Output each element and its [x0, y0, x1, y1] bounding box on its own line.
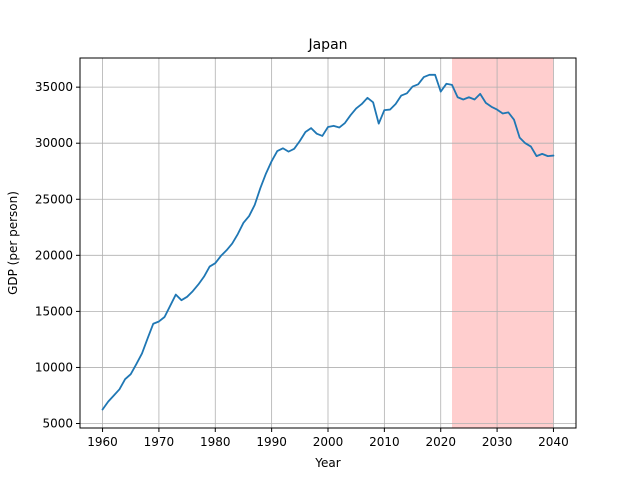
y-tick-label: 35000 [35, 80, 73, 94]
x-tick-label: 1980 [200, 435, 231, 449]
y-axis-label: GDP (per person) [6, 191, 20, 295]
x-tick-label: 2030 [482, 435, 513, 449]
x-tick-label: 2010 [369, 435, 400, 449]
y-tick-label: 20000 [35, 248, 73, 262]
chart-title: Japan [307, 37, 347, 53]
y-tick-label: 10000 [35, 360, 73, 374]
x-tick-label: 2000 [313, 435, 344, 449]
y-tick-label: 5000 [42, 417, 73, 431]
x-axis-label: Year [314, 456, 340, 470]
y-tick-label: 25000 [35, 192, 73, 206]
x-tick-label: 2020 [425, 435, 456, 449]
x-tick-label: 1960 [87, 435, 118, 449]
y-tick-label: 15000 [35, 304, 73, 318]
x-tick-label: 1970 [144, 435, 175, 449]
x-tick-label: 1990 [256, 435, 287, 449]
x-tick-label: 2040 [538, 435, 569, 449]
y-tick-label: 30000 [35, 136, 73, 150]
